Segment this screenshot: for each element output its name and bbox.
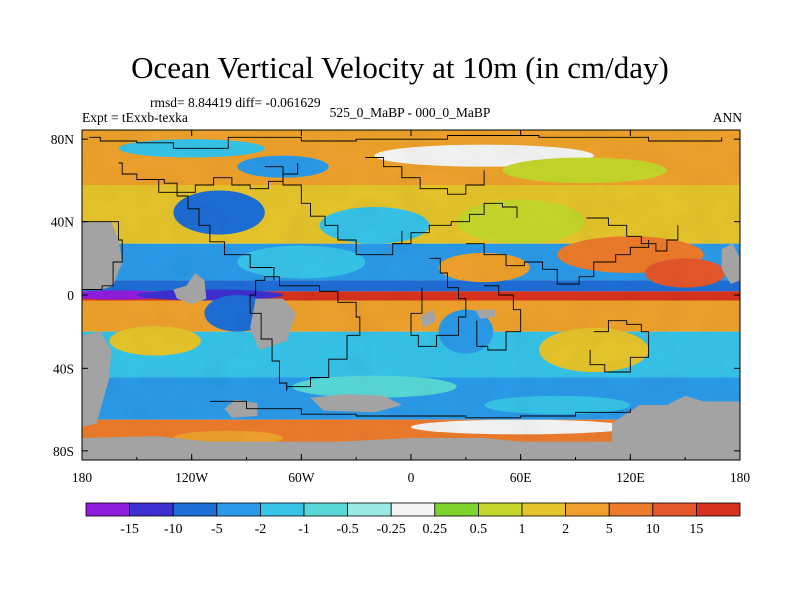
colorbar-label-7: 0.25 (423, 522, 448, 537)
y-tick-label-1: 40N (51, 215, 75, 230)
colorbar-swatch-5 (303, 502, 348, 517)
chart-title: Ocean Vertical Velocity at 10m (in cm/da… (131, 50, 669, 85)
colorbar-label-8: 0.5 (470, 522, 488, 537)
field-patch-18 (237, 245, 366, 279)
land-layer (82, 221, 740, 460)
colorbar-swatch-8 (434, 502, 479, 517)
field-patch-26 (292, 375, 457, 398)
colorbar-swatch-1 (129, 502, 174, 517)
coastline-0 (82, 221, 123, 290)
land-mass-0 (82, 221, 123, 290)
land-mass-5 (310, 394, 402, 413)
colorbar-swatch-10 (521, 502, 566, 517)
colorbar-label-2: -5 (211, 522, 223, 537)
colorbar-swatch-2 (172, 502, 218, 517)
experiment-label: Expt = tExxb-texka (82, 110, 188, 125)
colorbar-swatch-7 (390, 502, 436, 517)
land-mass-8 (612, 395, 740, 460)
coastline-7 (249, 276, 302, 391)
coastline-6 (286, 285, 361, 391)
colorbar-label-6: -0.25 (377, 522, 406, 537)
colorbar-swatch-4 (259, 502, 305, 517)
field-patch-19 (438, 252, 530, 283)
coastline-12 (209, 400, 631, 419)
season-label: ANN (712, 110, 742, 125)
x-tick-label-2: 60W (288, 470, 315, 485)
period-label: 525_0_MaBP - 000_0_MaBP (329, 105, 491, 120)
colorbar: -15 -10 -5 -2 -1 -0.5 -0.25 0.25 0.5 1 2 5 10 15 (85, 502, 741, 537)
field-band-4 (82, 291, 740, 301)
x-tick-label-5: 120E (616, 470, 645, 485)
field-patch-27 (484, 395, 631, 415)
y-axis: 80N 40N 0 40S 80S (51, 132, 740, 459)
land-mass-9 (721, 243, 740, 284)
land-mass-10 (82, 436, 613, 460)
colorbar-swatch-6 (347, 502, 392, 517)
colorbar-label-3: -2 (255, 522, 267, 537)
field-layer (82, 130, 740, 460)
coastline-1 (89, 135, 723, 149)
land-mass-1 (82, 331, 112, 427)
colorbar-swatch-11 (565, 502, 610, 517)
colorbar-label-4: -1 (298, 522, 310, 537)
y-tick-label-3: 40S (53, 361, 74, 376)
coastline-4 (264, 166, 403, 256)
field-patch-28 (411, 419, 631, 435)
land-mass-3 (250, 298, 296, 350)
field-patch-25 (538, 328, 649, 372)
colorbar-swatch-14 (696, 502, 741, 517)
field-patch-10 (502, 157, 667, 184)
colorbar-label-9: 1 (519, 522, 526, 537)
coastline-14 (586, 217, 679, 252)
colorbar-swatch-9 (477, 502, 523, 517)
land-mass-6 (420, 309, 437, 328)
field-patch-17 (644, 258, 726, 288)
coastline-layer (82, 135, 723, 419)
field-patch-13 (173, 190, 265, 235)
y-tick-label-0: 80N (51, 132, 75, 147)
stats-label: rmsd= 8.84419 diff= -0.061629 (150, 95, 321, 110)
colorbar-swatch-0 (85, 502, 130, 517)
coastline-11 (589, 320, 650, 373)
field-patch-23 (109, 326, 201, 356)
y-tick-label-4: 80S (53, 444, 74, 459)
colorbar-label-11: 5 (606, 522, 613, 537)
land-mass-4 (224, 399, 258, 418)
x-tick-label-4: 60E (510, 470, 532, 485)
field-patch-15 (456, 199, 585, 244)
coastline-9 (465, 240, 650, 285)
x-tick-label-1: 120W (175, 470, 208, 485)
field-band-3 (82, 280, 740, 292)
colorbar-swatch-13 (652, 502, 697, 517)
x-axis: 180 120W 60W 0 60E 120E 180 (72, 130, 751, 485)
colorbar-label-1: -10 (164, 522, 183, 537)
colorbar-swatch-3 (216, 502, 261, 517)
colorbar-label-10: 2 (562, 522, 569, 537)
field-patch-24 (438, 309, 494, 354)
coastline-5 (365, 157, 485, 195)
x-tick-label-6: 180 (730, 470, 751, 485)
land-mass-7 (474, 309, 496, 319)
colorbar-swatch-12 (608, 502, 654, 517)
coastline-2 (118, 162, 275, 281)
x-tick-label-3: 0 (408, 470, 415, 485)
colorbar-label-13: 15 (689, 522, 703, 537)
x-tick-label-0: 180 (72, 470, 93, 485)
y-tick-label-2: 0 (67, 288, 74, 303)
colorbar-label-5: -0.5 (337, 522, 359, 537)
coastline-13 (392, 202, 518, 245)
coastline-8 (410, 257, 467, 347)
coastline-10 (476, 285, 522, 351)
land-mass-2 (173, 273, 207, 305)
colorbar-label-12: 10 (646, 522, 660, 537)
colorbar-label-0: -15 (120, 522, 139, 537)
